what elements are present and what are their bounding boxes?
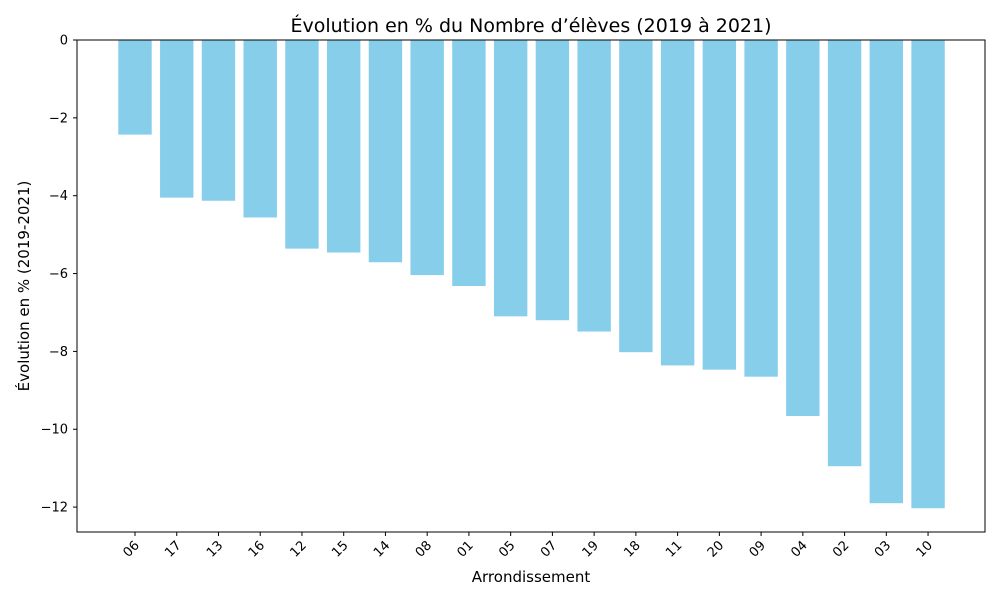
bar-02 [827,40,862,467]
x-tick-label: 16 [246,538,268,560]
bar-04 [786,40,820,417]
x-tick-label: 13 [204,538,226,560]
bar-12 [285,40,319,249]
x-tick-label: 20 [705,538,727,560]
x-tick-label: 01 [454,538,476,560]
y-tick-label: −2 [49,111,68,126]
bar-03 [869,40,904,504]
x-tick-label: 19 [580,538,602,560]
x-tick-label: 04 [788,538,810,560]
x-tick-label: 05 [496,538,518,560]
bar-19 [577,40,611,332]
plot-frame [76,39,986,533]
bar-06 [118,40,152,135]
bar-18 [619,40,653,353]
y-axis: 0 −2 −4 −6 −8 −10 −12 [41,34,77,516]
bar-17 [160,40,194,198]
y-tick-label: −6 [49,267,68,282]
x-tick-label: 17 [162,538,184,560]
bar-15 [327,40,361,253]
bar-07 [535,40,570,321]
x-tick-label: 15 [329,538,351,560]
bar-08 [410,40,444,276]
chart-title: Évolution en % du Nombre d’élèves (2019 … [290,14,771,37]
x-axis-label: Arrondissement [472,568,591,586]
x-tick-label: 02 [830,538,852,560]
x-tick-label: 07 [538,538,560,560]
y-tick-label: 0 [60,34,68,49]
bar-10 [911,40,945,509]
bar-13 [201,40,236,201]
bar-05 [493,40,528,317]
y-axis-label: Évolution en % (2019-2021) [14,181,33,392]
bar-09 [744,40,778,377]
x-tick-label: 18 [621,538,643,560]
x-tick-label: 12 [287,538,309,560]
bar-16 [243,40,277,218]
bar-20 [702,40,737,370]
y-tick-label: −4 [49,189,68,204]
y-tick-label: −10 [41,423,68,438]
y-tick-label: −12 [41,501,68,516]
x-tick-label: 14 [371,538,393,560]
bars-group [118,40,945,509]
x-tick-label: 06 [121,538,143,560]
x-tick-label: 08 [413,538,435,560]
bar-11 [660,40,695,366]
x-tick-label: 03 [872,538,894,560]
x-axis: 06 17 13 16 12 15 14 08 01 05 07 19 18 11 20 09 04 02 03 10 [121,532,936,561]
x-tick-label: 10 [914,538,936,560]
y-tick-label: −8 [49,345,68,360]
x-tick-label: 09 [747,538,769,560]
bar-14 [368,40,403,263]
x-tick-label: 11 [663,538,685,560]
bar-01 [452,40,486,286]
